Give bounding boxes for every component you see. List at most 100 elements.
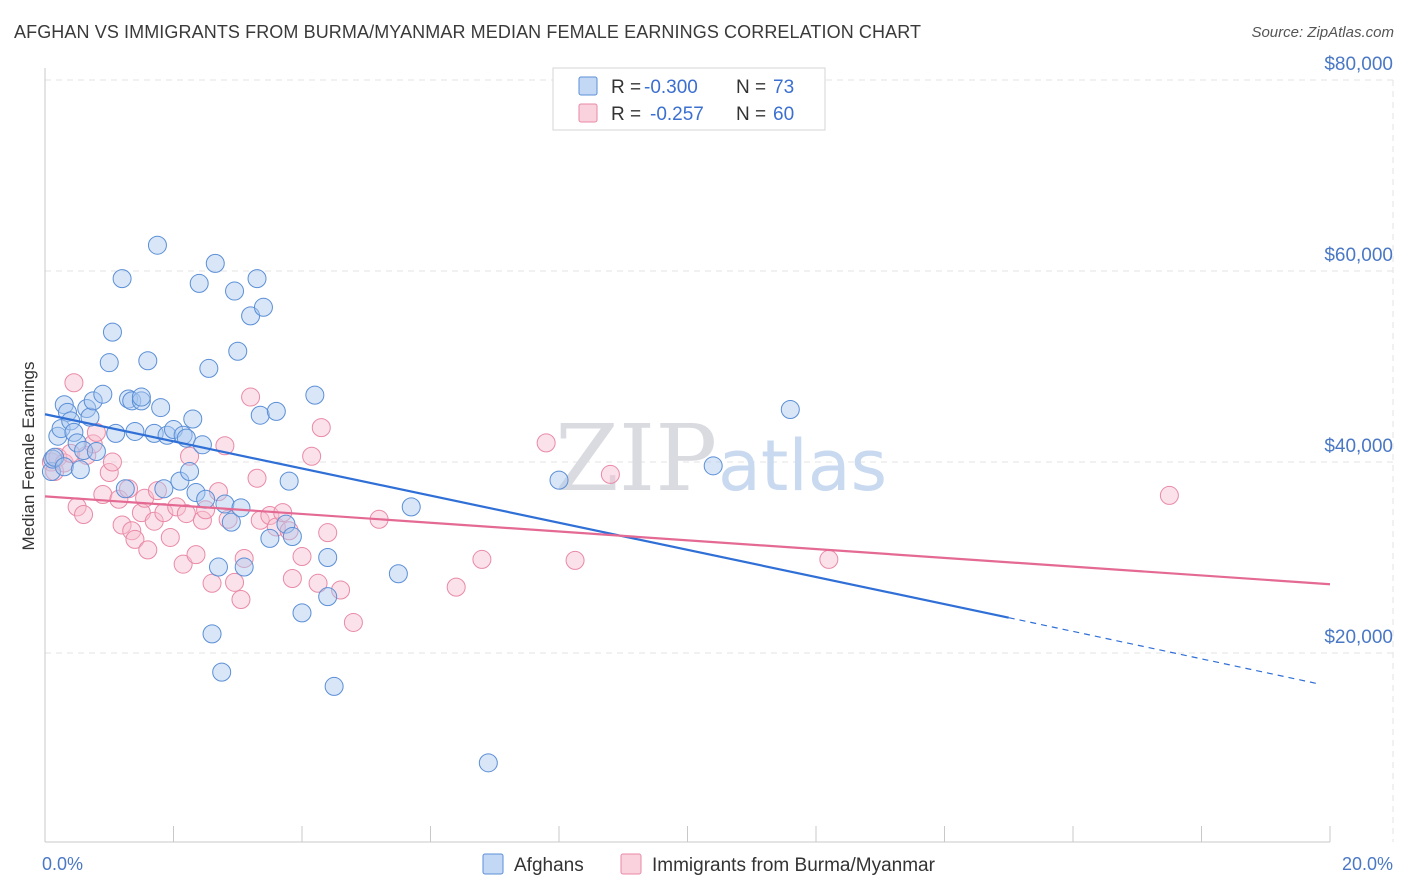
- bottom-legend-label-afghans: Afghans: [514, 855, 584, 876]
- point-afghan: [64, 422, 84, 442]
- legend-r-label-2: R =: [611, 104, 641, 125]
- point-afghan: [780, 399, 800, 419]
- trend-line-afghans: [44, 413, 1009, 619]
- bottom-legend-swatch-afghans: [482, 853, 504, 875]
- legend-n-value-1: 73: [773, 77, 794, 98]
- point-afghan: [228, 341, 248, 361]
- points-pink-series: [41, 373, 1179, 632]
- point-burma: [125, 529, 145, 549]
- bottom-legend-label-burma: Immigrants from Burma/Myanmar: [652, 855, 936, 876]
- point-burma: [138, 540, 158, 560]
- watermark: ZIP atlas: [555, 405, 887, 512]
- point-afghan: [324, 676, 344, 696]
- point-afghan: [549, 470, 569, 490]
- point-afghan: [99, 353, 119, 373]
- point-afghan: [205, 253, 225, 273]
- point-afghan: [234, 557, 254, 577]
- point-afghan: [247, 269, 267, 289]
- point-burma: [176, 504, 196, 524]
- point-burma: [225, 572, 245, 592]
- point-afghan: [51, 419, 71, 439]
- point-afghan: [401, 497, 421, 517]
- point-afghan: [170, 471, 190, 491]
- point-burma: [600, 464, 620, 484]
- point-afghan: [215, 494, 235, 514]
- point-afghan: [54, 395, 74, 415]
- point-afghan: [266, 401, 286, 421]
- bottom-legend-swatch-burma: [620, 853, 642, 875]
- point-afghan: [250, 405, 270, 425]
- point-afghan: [154, 479, 174, 499]
- point-afghan: [122, 391, 142, 411]
- point-burma: [241, 387, 261, 407]
- point-burma: [318, 523, 338, 543]
- point-afghan: [221, 512, 241, 532]
- point-afghan: [253, 297, 273, 317]
- point-burma: [819, 549, 839, 569]
- point-afghan: [86, 441, 106, 461]
- point-afghan: [67, 433, 87, 453]
- point-afghan: [180, 462, 200, 482]
- point-afghan: [189, 273, 209, 293]
- point-afghan: [115, 479, 135, 499]
- point-afghan: [147, 235, 167, 255]
- point-burma: [446, 577, 466, 597]
- legend-n-value-2: 60: [773, 104, 794, 125]
- point-burma: [180, 446, 200, 466]
- point-burma: [83, 434, 103, 454]
- point-afghan: [279, 471, 299, 491]
- point-afghan: [196, 489, 216, 509]
- point-afghan: [305, 385, 325, 405]
- y-tick-label: $40,000: [1324, 436, 1393, 457]
- point-afghan: [212, 662, 232, 682]
- point-afghan: [388, 564, 408, 584]
- point-burma: [231, 590, 251, 610]
- point-afghan: [45, 447, 65, 467]
- point-burma: [192, 510, 212, 530]
- point-afghan: [276, 514, 296, 534]
- legend-r-value-1: -0.300: [644, 77, 698, 98]
- point-afghan: [186, 483, 206, 503]
- legend-n-label-1: N =: [736, 77, 766, 98]
- point-afghan: [183, 409, 203, 429]
- point-burma: [186, 545, 206, 565]
- point-burma: [160, 527, 180, 547]
- point-burma: [302, 446, 322, 466]
- y-tick-label: $80,000: [1324, 54, 1393, 75]
- point-burma: [282, 569, 302, 589]
- trend-layer: [44, 413, 1331, 685]
- point-burma: [112, 515, 132, 535]
- point-burma: [292, 547, 312, 567]
- point-afghan: [48, 426, 68, 446]
- watermark-zip-text: ZIP: [555, 405, 717, 512]
- legend-swatch-burma: [578, 103, 598, 123]
- point-burma: [308, 573, 328, 593]
- y-tick-label: $60,000: [1324, 245, 1393, 266]
- point-burma: [343, 612, 363, 632]
- point-afghan: [202, 624, 222, 644]
- point-burma: [196, 500, 216, 520]
- legend-r-value-2: -0.257: [650, 104, 704, 125]
- point-burma: [74, 505, 94, 525]
- point-burma: [536, 433, 556, 453]
- point-afghan: [318, 548, 338, 567]
- point-afghan: [282, 526, 302, 546]
- point-burma: [311, 418, 331, 438]
- point-burma: [1159, 485, 1179, 505]
- point-burma: [247, 468, 267, 488]
- point-afghan: [208, 557, 228, 577]
- y-axis-title: Median Female Earnings: [19, 362, 38, 551]
- chart-source: Source: ZipAtlas.com: [1251, 24, 1394, 41]
- trend-line-burma: [44, 495, 1331, 586]
- chart-title: AFGHAN VS IMMIGRANTS FROM BURMA/MYANMAR …: [14, 22, 922, 42]
- top-legend-box: [552, 67, 826, 131]
- point-afghan: [93, 384, 113, 404]
- point-afghan: [225, 281, 245, 301]
- y-tick-label: $20,000: [1324, 627, 1393, 648]
- top-legend: R = -0.300 N = 73 R = -0.257 N = 60: [552, 67, 826, 131]
- point-afghan: [199, 358, 219, 378]
- watermark-atlas-text: atlas: [718, 425, 887, 507]
- legend-swatch-afghans: [578, 76, 598, 96]
- point-afghan: [131, 387, 151, 407]
